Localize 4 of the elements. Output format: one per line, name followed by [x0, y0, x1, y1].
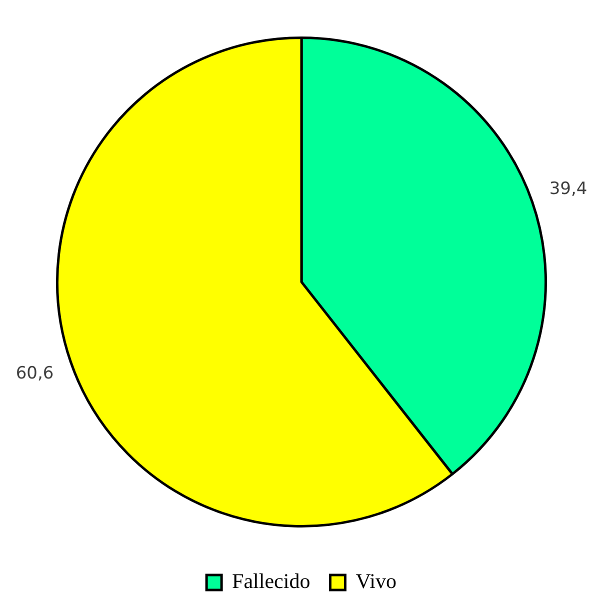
data-label: 60,6	[16, 364, 54, 384]
legend-label: Vivo	[356, 569, 396, 594]
legend-label: Fallecido	[232, 569, 310, 594]
data-label: 39,4	[549, 179, 588, 200]
